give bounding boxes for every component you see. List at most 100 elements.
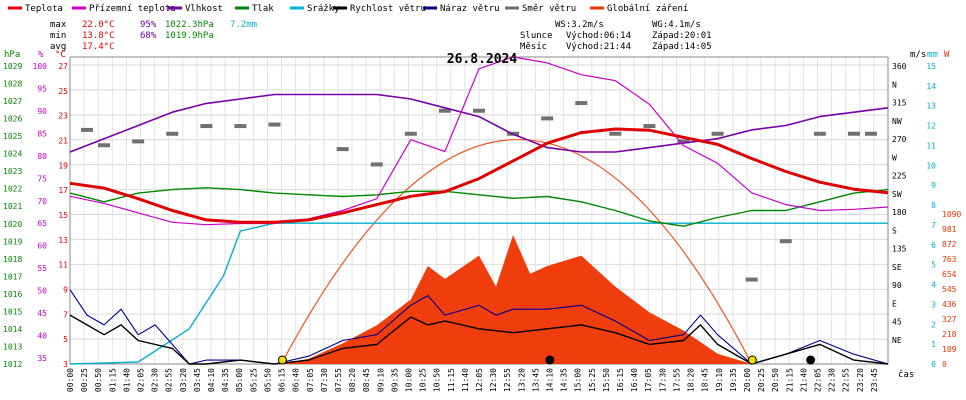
wind-direction-mark <box>438 108 451 113</box>
tick-label-celsius: 3 <box>63 360 68 369</box>
tick-label-hpa: 1017 <box>3 272 22 281</box>
tick-label-direction: 90 <box>892 281 902 290</box>
tick-label-rain: 4 <box>931 281 936 290</box>
tick-label-time: 02:55 <box>165 368 174 392</box>
tick-label-time: 15:25 <box>588 368 597 392</box>
tick-label-time: 12:55 <box>503 368 512 392</box>
tick-label-direction: 270 <box>892 135 907 144</box>
chart-legend: Teplota Přízemní teplota Vlhkost Tlak Srážky… <box>8 4 688 14</box>
tick-label-hpa: 1020 <box>3 220 22 229</box>
tick-label-rain: 6 <box>931 241 936 250</box>
tick-label-percent: 35 <box>37 354 47 363</box>
tick-label-direction: 360 <box>892 62 907 71</box>
tick-label-hpa: 1028 <box>3 80 22 89</box>
tick-label-direction: W <box>892 153 897 162</box>
chart-axes: 1029102810271026102510241023102210211020… <box>3 62 961 392</box>
unit-percent: % <box>38 50 44 60</box>
tick-label-time: 23:45 <box>870 368 879 392</box>
legend-label: Směr větru <box>522 4 576 14</box>
tick-label-time: 11:40 <box>461 368 470 392</box>
tick-label-radiation: 109 <box>942 345 957 354</box>
tick-label-radiation: 0 <box>942 360 947 369</box>
tick-label-rain: 9 <box>931 181 936 190</box>
tick-label-percent: 40 <box>37 332 47 341</box>
tick-label-radiation: 654 <box>942 270 957 279</box>
legend-label: Srážky <box>307 4 340 14</box>
info-block: WS:3.2m/s WG:4.1m/s Slunce Východ:06:14 … <box>520 20 712 52</box>
tick-label-hpa: 1012 <box>3 360 22 369</box>
tick-label-celsius: 9 <box>63 286 68 295</box>
moonrise-marker <box>806 355 816 365</box>
unit-celsius: °C <box>55 50 66 60</box>
legend-label: Teplota <box>25 4 63 14</box>
tick-label-percent: 75 <box>37 174 47 183</box>
stats-min-hum: 68% <box>140 31 157 41</box>
series-ground-temperature <box>69 56 889 226</box>
tick-label-direction: SE <box>892 263 902 272</box>
tick-label-time: 01:40 <box>122 368 131 392</box>
tick-label-percent: 100 <box>33 62 48 71</box>
legend-label: Vlhkost <box>185 4 223 14</box>
tick-label-time: 03:45 <box>193 368 202 392</box>
info-moon-label: Měsíc <box>520 42 547 52</box>
tick-label-hpa: 1021 <box>3 202 22 211</box>
tick-label-rain: 0 <box>931 360 936 369</box>
tick-label-time: 07:05 <box>306 368 315 392</box>
tick-label-radiation: 981 <box>942 225 957 234</box>
wind-direction-mark <box>813 131 826 136</box>
tick-label-percent: 90 <box>37 107 47 116</box>
tick-label-percent: 85 <box>37 129 47 138</box>
tick-label-hpa: 1016 <box>3 290 22 299</box>
tick-label-time: 02:05 <box>137 368 146 392</box>
tick-label-time: 16:15 <box>616 368 625 392</box>
tick-label-time: 12:30 <box>489 368 498 392</box>
tick-label-time: 04:10 <box>207 368 216 392</box>
tick-label-time: 16:40 <box>630 368 639 392</box>
wind-direction-mark <box>132 139 145 144</box>
tick-label-direction: 225 <box>892 172 907 181</box>
tick-label-time: 08:45 <box>362 368 371 392</box>
series-pressure <box>69 187 889 227</box>
tick-label-time: 04:35 <box>221 368 230 392</box>
tick-label-rain: 15 <box>926 62 936 71</box>
wind-direction-mark <box>711 131 724 136</box>
tick-label-time: 12:05 <box>475 368 484 392</box>
tick-label-radiation: 327 <box>942 315 957 324</box>
tick-label-hpa: 1026 <box>3 115 22 124</box>
tick-label-celsius: 25 <box>58 87 68 96</box>
moonset-marker <box>545 355 555 365</box>
tick-label-radiation: 218 <box>942 330 957 339</box>
stats-min-label: min <box>50 31 66 41</box>
info-sun-set: Západ:20:01 <box>652 31 712 41</box>
wind-direction-mark <box>677 139 690 144</box>
stats-max-hum: 95% <box>140 20 157 30</box>
tick-label-direction: 45 <box>892 318 902 327</box>
wind-direction-mark <box>745 277 758 282</box>
stats-max-press: 1022.3hPa <box>165 20 214 30</box>
tick-label-time: 01:15 <box>108 368 117 392</box>
info-ws: WS:3.2m/s <box>555 20 604 30</box>
tick-label-time: 15:50 <box>602 368 611 392</box>
tick-label-hpa: 1018 <box>3 255 22 264</box>
tick-label-time: 22:30 <box>828 368 837 392</box>
legend-label: Náraz větru <box>440 4 500 14</box>
tick-label-hpa: 1024 <box>3 150 22 159</box>
tick-label-celsius: 11 <box>58 261 68 270</box>
tick-label-radiation: 436 <box>942 300 957 309</box>
wind-direction-mark <box>200 124 213 129</box>
tick-label-direction: 180 <box>892 208 907 217</box>
tick-label-rain: 11 <box>926 141 936 150</box>
tick-label-percent: 45 <box>37 309 47 318</box>
wind-direction-mark <box>864 131 877 136</box>
tick-label-time: 14:10 <box>546 368 555 392</box>
info-sun-label: Slunce <box>520 31 553 41</box>
stats-min-temp: 13.8°C <box>82 31 115 41</box>
tick-label-time: 17:30 <box>658 368 667 392</box>
tick-label-time: 11:15 <box>447 368 456 392</box>
tick-label-radiation: 1090 <box>942 210 961 219</box>
tick-label-percent: 80 <box>37 152 47 161</box>
unit-rain: mm <box>927 50 938 60</box>
tick-label-time: 00:50 <box>94 368 103 392</box>
stats-max-rain: 7.2mm <box>230 20 257 30</box>
stats-avg-label: avg <box>50 42 66 52</box>
